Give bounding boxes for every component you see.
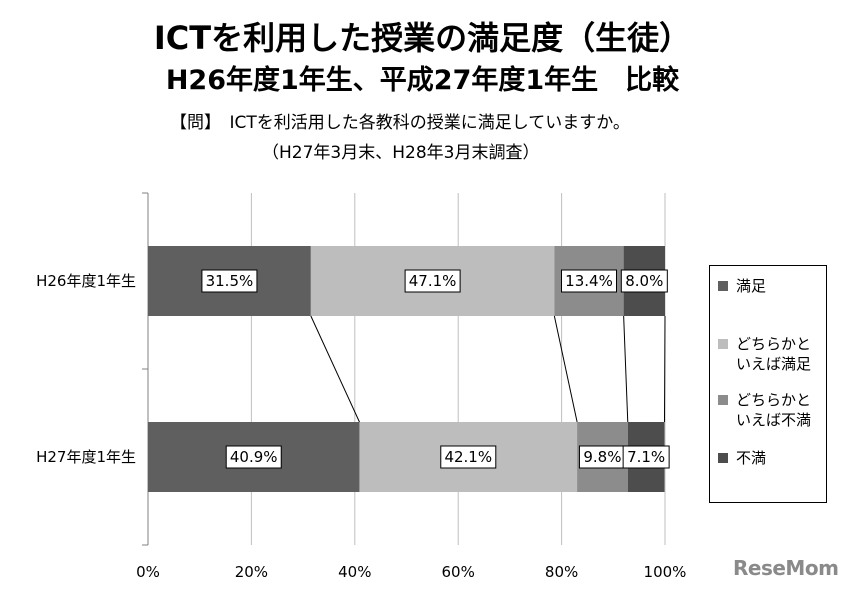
legend-item: 満足 — [718, 276, 832, 296]
series-connector-line — [623, 315, 629, 423]
legend-swatch — [718, 453, 728, 463]
legend-label: 満足 — [736, 277, 767, 295]
data-label-box — [404, 269, 461, 293]
legend-swatch — [718, 395, 728, 405]
x-tick-label: 100% — [644, 563, 687, 581]
legend-item: どちらかと いえば満足 — [718, 334, 832, 374]
data-label-box — [561, 269, 618, 293]
chart-title: ICTを利用した授業の満足度（生徒） — [153, 19, 692, 57]
legend-item: どちらかと いえば不満 — [718, 390, 832, 430]
x-tick-label: 80% — [545, 563, 578, 581]
data-label-box — [440, 445, 497, 469]
chart-subtitle: H26年度1年生、平成27年度1年生 比較 — [165, 65, 680, 96]
data-label: 13.4% — [565, 272, 613, 290]
data-label-box — [201, 269, 258, 293]
legend-label: 不満 — [736, 449, 767, 467]
chart-legend: 満足どちらかと いえば満足 どちらかと いえば不満不満 — [709, 265, 827, 503]
series-connector-line — [553, 315, 578, 423]
data-label: 47.1% — [409, 272, 457, 290]
data-label-box — [225, 445, 282, 469]
legend-label: どちらかと いえば不満 — [736, 391, 812, 429]
data-label: 7.1% — [627, 448, 665, 466]
category-label: H27年度1年生 — [36, 448, 136, 466]
data-label: 31.5% — [206, 272, 254, 290]
data-label: 40.9% — [230, 448, 278, 466]
legend-label: どちらかと いえば満足 — [736, 335, 812, 373]
data-label-box — [622, 445, 670, 469]
data-label-box — [620, 269, 668, 293]
x-tick-label: 20% — [235, 563, 268, 581]
data-label: 8.0% — [625, 272, 663, 290]
series-connector-line — [310, 315, 360, 423]
resemom-logo: ReseMom — [733, 556, 839, 580]
x-tick-label: 40% — [338, 563, 371, 581]
category-label: H26年度1年生 — [36, 272, 136, 290]
data-label: 42.1% — [444, 448, 492, 466]
legend-item: 不満 — [718, 448, 832, 468]
x-tick-label: 0% — [136, 563, 160, 581]
legend-swatch — [718, 339, 728, 349]
survey-period: （H27年3月末、H28年3月末調査） — [262, 143, 540, 163]
survey-question: 【問】 ICTを利活用した各教科の授業に満足していますか。 — [170, 113, 630, 133]
legend-swatch — [718, 281, 728, 291]
data-label: 9.8% — [583, 448, 621, 466]
x-tick-label: 60% — [442, 563, 475, 581]
series-connector-line — [663, 315, 666, 423]
